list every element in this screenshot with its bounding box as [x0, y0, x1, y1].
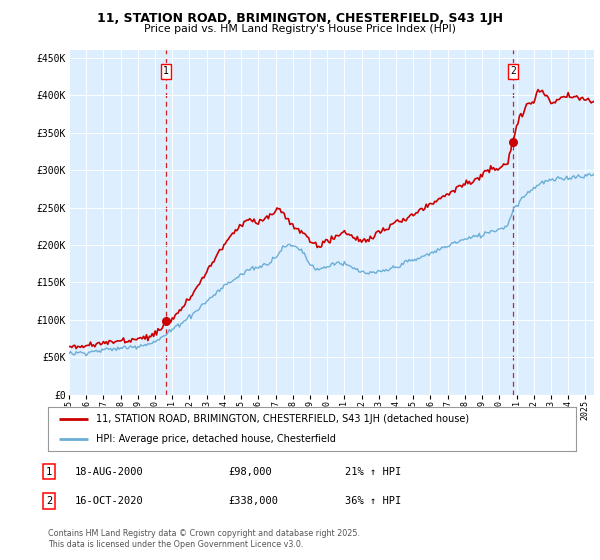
Text: 1: 1 [46, 466, 52, 477]
Text: 11, STATION ROAD, BRIMINGTON, CHESTERFIELD, S43 1JH: 11, STATION ROAD, BRIMINGTON, CHESTERFIE… [97, 12, 503, 25]
Text: 21% ↑ HPI: 21% ↑ HPI [345, 466, 401, 477]
Text: Contains HM Land Registry data © Crown copyright and database right 2025.
This d: Contains HM Land Registry data © Crown c… [48, 529, 360, 549]
Text: HPI: Average price, detached house, Chesterfield: HPI: Average price, detached house, Ches… [95, 434, 335, 444]
Text: 16-OCT-2020: 16-OCT-2020 [75, 496, 144, 506]
Text: 11, STATION ROAD, BRIMINGTON, CHESTERFIELD, S43 1JH (detached house): 11, STATION ROAD, BRIMINGTON, CHESTERFIE… [95, 414, 469, 424]
Text: £98,000: £98,000 [228, 466, 272, 477]
Text: 18-AUG-2000: 18-AUG-2000 [75, 466, 144, 477]
Text: £338,000: £338,000 [228, 496, 278, 506]
Text: 36% ↑ HPI: 36% ↑ HPI [345, 496, 401, 506]
Text: 2: 2 [46, 496, 52, 506]
Text: 1: 1 [163, 67, 169, 76]
Text: 2: 2 [510, 67, 516, 76]
Text: Price paid vs. HM Land Registry's House Price Index (HPI): Price paid vs. HM Land Registry's House … [144, 24, 456, 34]
